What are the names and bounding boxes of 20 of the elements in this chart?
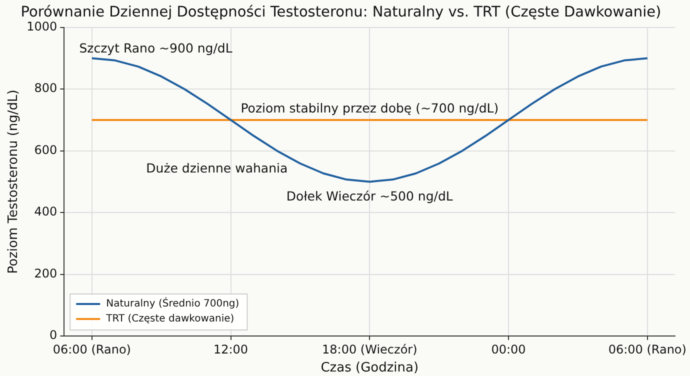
legend-label: TRT (Częste dawkowanie) xyxy=(105,314,234,325)
x-tick-label: 12:00 xyxy=(213,342,248,356)
y-tick-label: 400 xyxy=(34,204,58,219)
y-tick-label: 600 xyxy=(34,142,58,157)
x-tick-label: 06:00 (Rano) xyxy=(608,342,686,356)
y-tick-label: 0 xyxy=(50,328,58,342)
chart-title: Porównanie Dziennej Dostępności Testosteronu: Naturalny vs. TRT (Częste Dawkowanie) xyxy=(20,4,662,20)
annotation: Duże dzienne wahania xyxy=(146,160,288,176)
y-tick-label: 800 xyxy=(34,81,58,96)
legend-label: Naturalny (Średnio 700ng) xyxy=(106,296,240,310)
x-tick-label: 06:00 (Rano) xyxy=(52,342,131,356)
y-tick-label: 200 xyxy=(34,266,58,280)
annotation: Dołek Wieczór ~500 ng/dL xyxy=(286,188,453,204)
y-axis-title: Poziom Testosteronu (ng/dL) xyxy=(6,90,22,274)
x-tick-label: 18:00 (Wieczór) xyxy=(322,342,418,356)
annotation: Szczyt Rano ~900 ng/dL xyxy=(79,40,232,56)
x-axis-title: Czas (Godzina) xyxy=(320,360,419,376)
x-tick-label: 00:00 xyxy=(491,342,526,356)
y-tick-label: 1000 xyxy=(26,20,58,34)
annotation: Poziom stabilny przez dobę (~700 ng/dL) xyxy=(240,100,499,116)
